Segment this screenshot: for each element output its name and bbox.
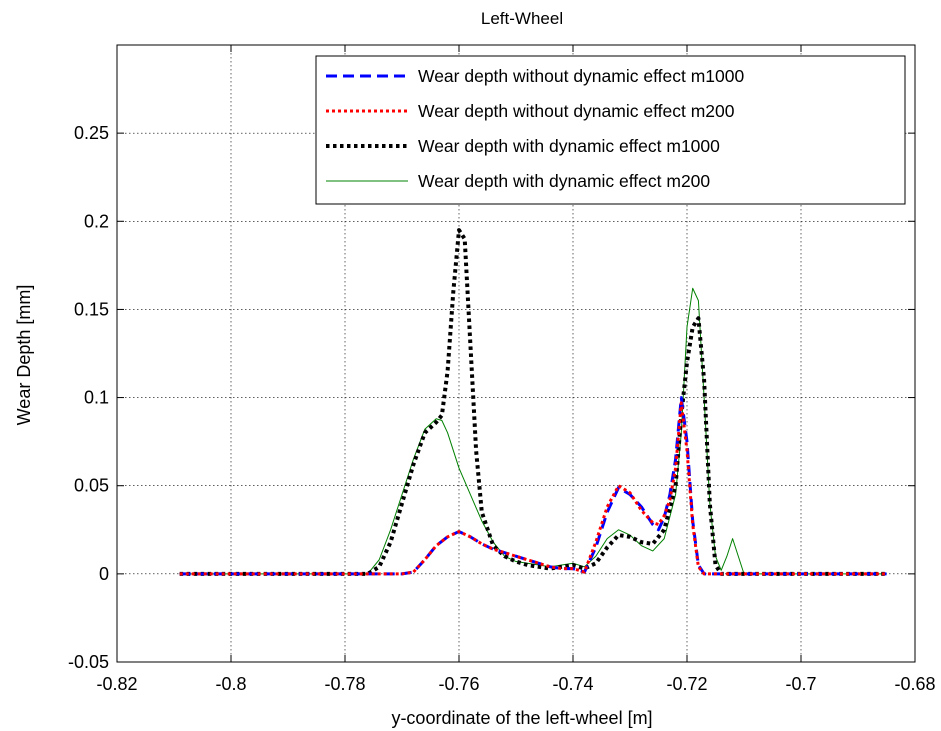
y-tick-label: -0.05 [68, 652, 109, 672]
y-tick-label: 0.15 [74, 299, 109, 319]
legend-entry: Wear depth without dynamic effect m200 [418, 101, 735, 121]
x-tick-label: -0.78 [324, 674, 365, 694]
y-tick-label: 0 [99, 564, 109, 584]
x-tick-label: -0.72 [666, 674, 707, 694]
x-tick-labels: -0.82 -0.8 -0.78 -0.76 -0.74 -0.72 -0.7 -0.68 [96, 674, 935, 694]
series-lines [179, 228, 887, 576]
x-tick-label: -0.8 [215, 674, 246, 694]
legend-entry: Wear depth with dynamic effect m200 [418, 171, 710, 191]
legend-box [315, 55, 906, 205]
x-tick-label: -0.68 [894, 674, 935, 694]
x-tick-label: -0.7 [785, 674, 816, 694]
axis-ticks [116, 45, 916, 663]
series-line-3 [179, 228, 887, 576]
plot-frame [116, 44, 916, 663]
x-tick-label: -0.82 [96, 674, 137, 694]
y-tick-label: 0.25 [74, 123, 109, 143]
x-tick-label: -0.76 [438, 674, 479, 694]
series-line-2 [179, 401, 887, 576]
legend-entry: Wear depth without dynamic effect m1000 [418, 66, 744, 86]
legend-entry: Wear depth with dynamic effect m1000 [418, 136, 720, 156]
chart-title: Left-Wheel [481, 9, 563, 28]
x-tick-label: -0.74 [552, 674, 593, 694]
series-line-4 [179, 287, 887, 575]
y-tick-labels: -0.05 0 0.05 0.1 0.15 0.2 0.25 [68, 123, 109, 672]
x-axis-label: y-coordinate of the left-wheel [m] [391, 708, 652, 728]
y-tick-label: 0.2 [84, 211, 109, 231]
y-tick-label: 0.05 [74, 476, 109, 496]
y-axis-label: Wear Depth [mm] [14, 285, 34, 426]
y-tick-label: 0.1 [84, 388, 109, 408]
legend: Wear depth without dynamic effect m1000 W… [315, 55, 906, 205]
